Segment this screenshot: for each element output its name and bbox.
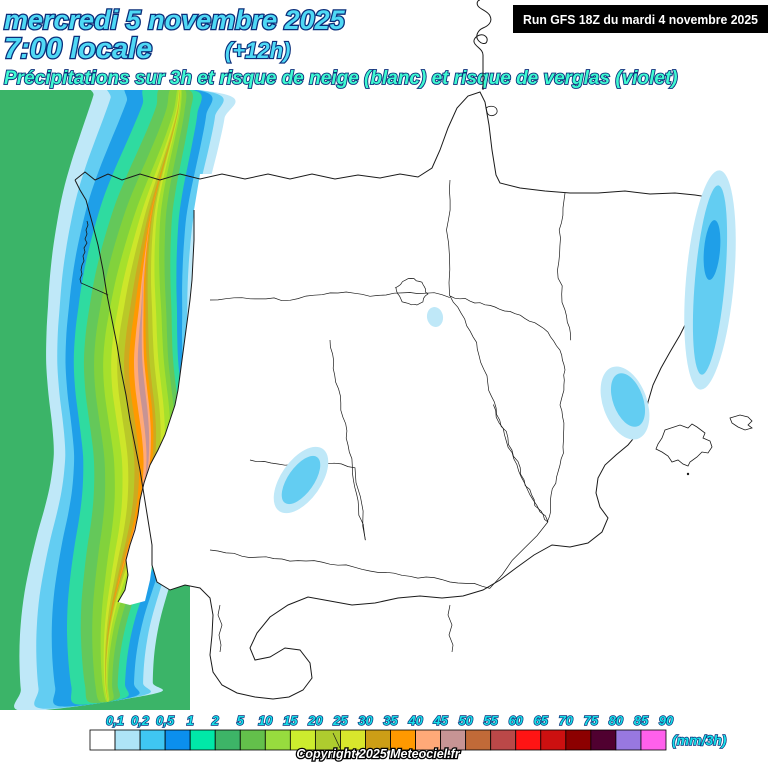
svg-text:0,1: 0,1 [106,713,124,728]
svg-text:20: 20 [307,713,323,728]
svg-text:30: 30 [358,713,373,728]
svg-text:75: 75 [584,713,599,728]
svg-text:35: 35 [383,713,398,728]
svg-text:85: 85 [634,713,649,728]
svg-text:(+12h): (+12h) [225,38,290,63]
svg-text:65: 65 [534,713,549,728]
svg-text:mercredi 5 novembre 2025: mercredi 5 novembre 2025 [4,5,346,35]
svg-text:90: 90 [659,713,674,728]
svg-text:55: 55 [483,713,498,728]
svg-text:7:00 locale: 7:00 locale [4,33,152,65]
svg-text:Run GFS 18Z du mardi 4 novembr: Run GFS 18Z du mardi 4 novembre 2025 [523,12,758,27]
svg-text:40: 40 [407,713,423,728]
svg-text:25: 25 [332,713,348,728]
svg-text:(mm/3h): (mm/3h) [672,732,727,748]
svg-text:50: 50 [458,713,473,728]
svg-text:1: 1 [187,713,194,728]
svg-text:5: 5 [237,713,245,728]
svg-text:2: 2 [211,713,220,728]
svg-text:80: 80 [609,713,624,728]
svg-text:15: 15 [283,713,298,728]
svg-text:0,2: 0,2 [131,713,150,728]
svg-text:Précipitations sur 3h et risqu: Précipitations sur 3h et risque de neige… [4,68,678,89]
svg-text:0,5: 0,5 [156,713,175,728]
svg-text:60: 60 [508,713,523,728]
svg-text:45: 45 [432,713,448,728]
svg-text:Copyright 2025 Meteociel.fr: Copyright 2025 Meteociel.fr [296,747,460,761]
svg-text:70: 70 [559,713,574,728]
svg-text:10: 10 [258,713,273,728]
